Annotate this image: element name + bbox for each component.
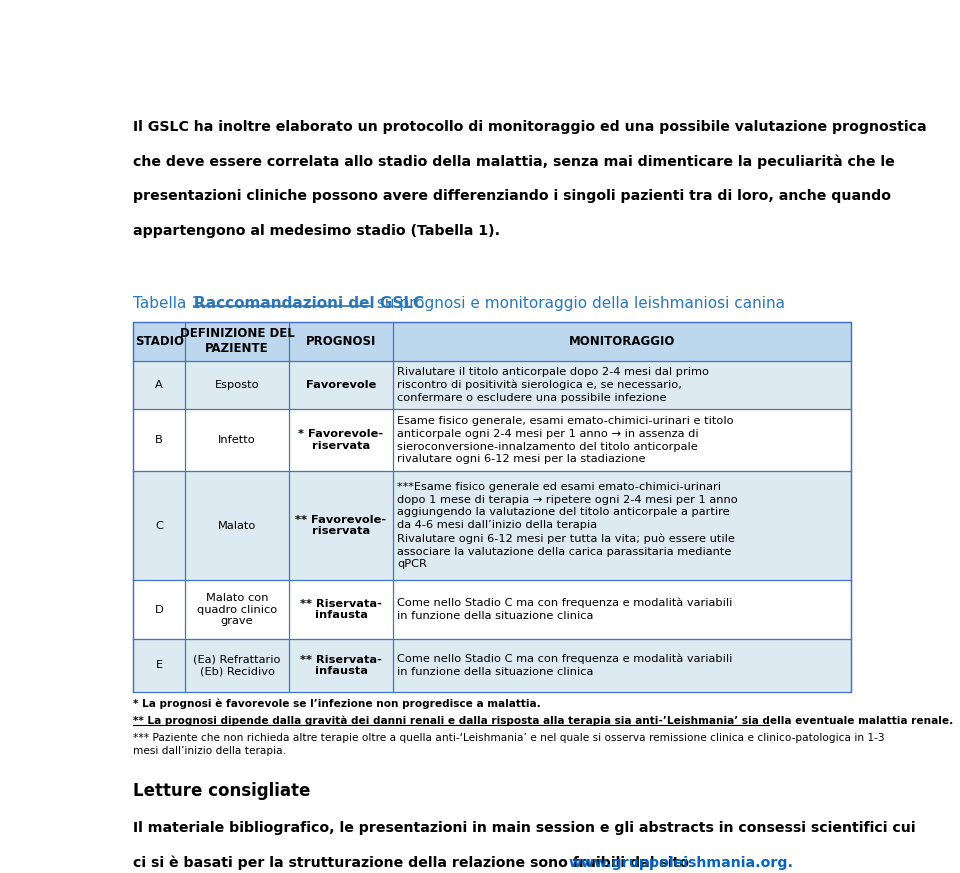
- Bar: [133, 639, 851, 691]
- Text: www.gruppoleishmania.org.: www.gruppoleishmania.org.: [568, 856, 793, 870]
- Text: D: D: [155, 605, 163, 615]
- Text: DEFINIZIONE DEL
PAZIENTE: DEFINIZIONE DEL PAZIENTE: [180, 327, 295, 355]
- Bar: [133, 471, 851, 580]
- Text: Letture consigliate: Letture consigliate: [133, 781, 311, 800]
- Bar: [133, 639, 851, 691]
- Text: che deve essere correlata allo stadio della malattia, senza mai dimenticare la p: che deve essere correlata allo stadio de…: [133, 155, 895, 169]
- Text: A: A: [156, 380, 163, 390]
- Text: * Favorevole-
riservata: * Favorevole- riservata: [299, 430, 384, 451]
- Bar: [133, 361, 851, 409]
- Bar: [133, 580, 851, 639]
- Text: ** La prognosi dipende dalla gravità dei danni renali e dalla risposta alla tera: ** La prognosi dipende dalla gravità dei…: [133, 716, 953, 726]
- Text: PROGNOSI: PROGNOSI: [306, 335, 376, 347]
- Text: Esame fisico generale, esami emato-chimici-urinari e titolo
anticorpale ogni 2-4: Esame fisico generale, esami emato-chimi…: [397, 416, 734, 464]
- Text: Come nello Stadio C ma con frequenza e modalità variabili
in funzione della situ: Come nello Stadio C ma con frequenza e m…: [397, 654, 732, 677]
- Bar: [133, 409, 851, 471]
- Text: * La prognosi è favorevole se l’infezione non progredisce a malattia.: * La prognosi è favorevole se l’infezion…: [133, 698, 541, 709]
- Text: ci si è basati per la strutturazione della relazione sono fruibili dal sito: ci si è basati per la strutturazione del…: [133, 856, 694, 870]
- Text: Favorevole: Favorevole: [306, 380, 376, 390]
- Text: (Ea) Refrattario
(Eb) Recidivo: (Ea) Refrattario (Eb) Recidivo: [193, 655, 280, 677]
- Bar: [133, 471, 851, 580]
- Text: STADIO: STADIO: [134, 335, 183, 347]
- Text: C: C: [156, 520, 163, 531]
- Text: Malato con
quadro clinico
grave: Malato con quadro clinico grave: [197, 593, 277, 626]
- Text: MONITORAGGIO: MONITORAGGIO: [568, 335, 675, 347]
- Text: Esposto: Esposto: [215, 380, 259, 390]
- Text: Il GSLC ha inoltre elaborato un protocollo di monitoraggio ed una possibile valu: Il GSLC ha inoltre elaborato un protocol…: [133, 120, 927, 134]
- Bar: [133, 322, 851, 361]
- Text: Infetto: Infetto: [218, 436, 256, 445]
- Text: B: B: [156, 436, 163, 445]
- Text: Rivalutare il titolo anticorpale dopo 2-4 mesi dal primo
riscontro di positività: Rivalutare il titolo anticorpale dopo 2-…: [397, 367, 709, 403]
- Text: presentazioni cliniche possono avere differenziando i singoli pazienti tra di lo: presentazioni cliniche possono avere dif…: [133, 189, 892, 203]
- Text: ** Riservata-
infausta: ** Riservata- infausta: [300, 655, 382, 677]
- Text: Il materiale bibliografico, le presentazioni in main session e gli abstracts in : Il materiale bibliografico, le presentaz…: [133, 821, 916, 835]
- Text: Raccomandazioni del GSLC: Raccomandazioni del GSLC: [194, 296, 423, 312]
- Text: Malato: Malato: [218, 520, 256, 531]
- Text: ** Favorevole-
riservata: ** Favorevole- riservata: [296, 515, 387, 536]
- Bar: [133, 580, 851, 639]
- Bar: [133, 322, 851, 691]
- Text: appartengono al medesimo stadio (Tabella 1).: appartengono al medesimo stadio (Tabella…: [133, 224, 500, 238]
- Bar: [133, 409, 851, 471]
- Text: su prognosi e monitoraggio della leishmaniosi canina: su prognosi e monitoraggio della leishma…: [372, 296, 785, 312]
- Text: ** Riservata-
infausta: ** Riservata- infausta: [300, 599, 382, 621]
- Text: ***Esame fisico generale ed esami emato-chimici-urinari
dopo 1 mese di terapia →: ***Esame fisico generale ed esami emato-…: [397, 482, 738, 569]
- Bar: [133, 361, 851, 409]
- Text: *** Paziente che non richieda altre terapie oltre a quella anti-‘Leishmania’ e n: *** Paziente che non richieda altre tera…: [133, 733, 885, 756]
- Text: Come nello Stadio C ma con frequenza e modalità variabili
in funzione della situ: Come nello Stadio C ma con frequenza e m…: [397, 598, 732, 622]
- Text: E: E: [156, 660, 163, 670]
- Text: Tabella 1.: Tabella 1.: [133, 296, 211, 312]
